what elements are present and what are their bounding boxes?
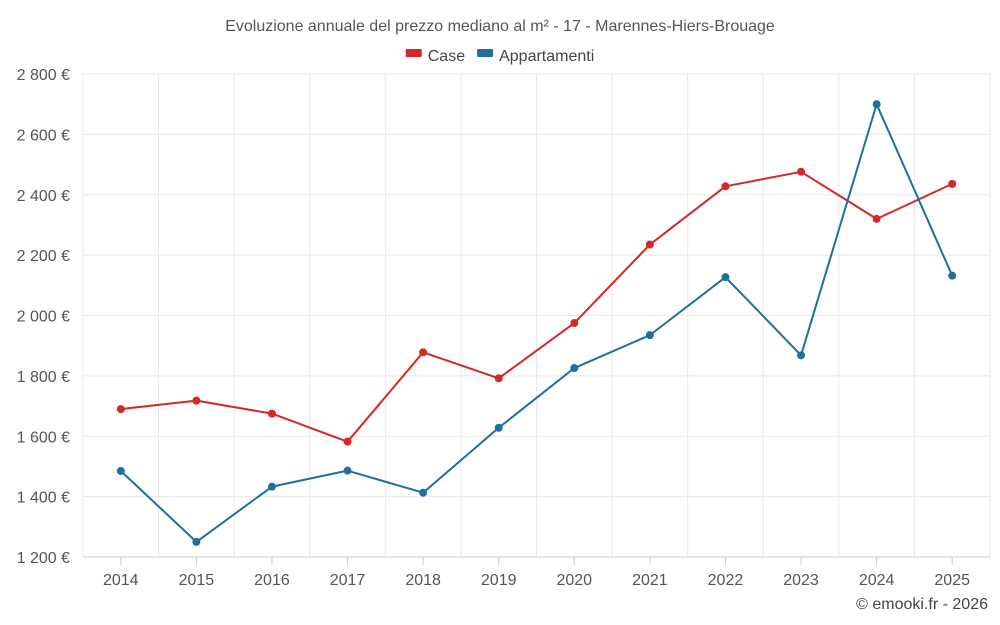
legend-swatch — [477, 49, 494, 57]
data-point-appartamenti[interactable] — [721, 273, 730, 282]
data-point-case[interactable] — [419, 348, 428, 357]
y-tick-label: 2 600 € — [17, 127, 70, 144]
x-tick-label: 2015 — [179, 572, 215, 589]
series-line-appartamenti — [120, 103, 954, 543]
x-axis: 2014 2015 2016 2017 2018 2019 2020 2021 2022 2023… — [103, 557, 970, 589]
data-point-case[interactable] — [872, 214, 881, 223]
data-point-case[interactable] — [116, 405, 125, 414]
x-tick-label: 2022 — [708, 572, 744, 589]
data-point-appartamenti[interactable] — [948, 271, 957, 280]
series-group — [116, 100, 957, 546]
x-tick-label: 2016 — [254, 572, 290, 589]
legend-label: Case — [428, 48, 465, 65]
data-point-case[interactable] — [721, 182, 730, 191]
chart-title: Evoluzione annuale del prezzo mediano al… — [225, 18, 775, 35]
x-tick-label: 2025 — [934, 572, 970, 589]
data-point-case[interactable] — [797, 167, 806, 176]
y-axis: 1 200 € 1 400 € 1 600 € 1 800 € 2 000 € 2 200… — [17, 67, 70, 567]
data-point-appartamenti[interactable] — [872, 100, 881, 109]
legend-label: Appartamenti — [499, 48, 594, 65]
x-tick-label: 2021 — [632, 572, 668, 589]
y-tick-label: 2 000 € — [17, 309, 70, 326]
legend-item-appartamenti[interactable]: Appartamenti — [477, 48, 594, 65]
x-tick-label: 2018 — [405, 572, 441, 589]
data-point-appartamenti[interactable] — [645, 331, 654, 340]
data-point-appartamenti[interactable] — [343, 466, 352, 475]
y-tick-label: 1 600 € — [17, 429, 70, 446]
data-point-case[interactable] — [494, 374, 503, 383]
series-line-case — [120, 170, 953, 443]
legend-item-case[interactable]: Case — [405, 48, 465, 65]
x-tick-label: 2017 — [330, 572, 366, 589]
y-tick-label: 2 200 € — [17, 248, 70, 265]
y-tick-label: 2 800 € — [17, 67, 70, 84]
x-tick-label: 2020 — [556, 572, 592, 589]
data-point-case[interactable] — [192, 396, 201, 405]
data-point-appartamenti[interactable] — [192, 537, 201, 546]
x-tick-label: 2019 — [481, 572, 517, 589]
credit-text: © emooki.fr - 2026 — [856, 596, 988, 613]
x-tick-label: 2023 — [783, 572, 819, 589]
data-point-case[interactable] — [267, 409, 276, 418]
grid-horizontal — [83, 73, 990, 558]
data-point-case[interactable] — [570, 319, 579, 328]
y-tick-label: 1 400 € — [17, 490, 70, 507]
series-case — [116, 167, 957, 446]
x-tick-label: 2024 — [859, 572, 895, 589]
data-point-appartamenti[interactable] — [267, 482, 276, 491]
data-point-appartamenti[interactable] — [116, 466, 125, 475]
series-appartamenti — [116, 100, 957, 546]
data-point-appartamenti[interactable] — [419, 488, 428, 497]
data-point-case[interactable] — [343, 437, 352, 446]
y-tick-label: 2 400 € — [17, 188, 70, 205]
data-point-case[interactable] — [948, 179, 957, 188]
y-tick-label: 1 200 € — [17, 550, 70, 567]
y-tick-label: 1 800 € — [17, 369, 70, 386]
legend: Case Appartamenti — [405, 48, 594, 65]
data-point-appartamenti[interactable] — [570, 364, 579, 373]
data-point-appartamenti[interactable] — [797, 351, 806, 360]
data-point-case[interactable] — [645, 240, 654, 249]
x-tick-label: 2014 — [103, 572, 139, 589]
data-point-appartamenti[interactable] — [494, 423, 503, 432]
legend-swatch — [405, 49, 422, 57]
